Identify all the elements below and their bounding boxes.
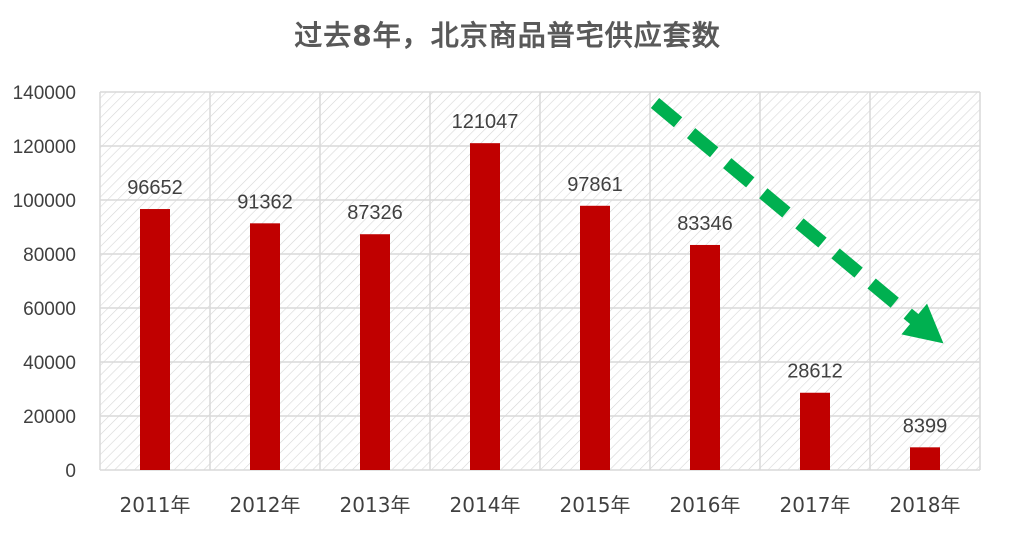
y-tick-label: 60000 [23,299,76,320]
bar [140,209,170,470]
y-tick-label: 140000 [13,83,76,104]
y-tick-label: 40000 [23,353,76,374]
x-tick-label: 2011年 [120,493,191,517]
x-tick-label: 2013年 [340,493,411,517]
trend-arrow-shaft [650,98,930,333]
bar [580,205,610,470]
data-labels: 96652 91362 87326 121047 97861 83346 28612 8399 [127,111,947,437]
bar [250,223,280,470]
data-label: 121047 [452,111,519,133]
bar [910,447,940,470]
grid-lines [99,91,981,471]
x-tick-label: 2018年 [890,493,961,517]
bar [690,244,720,470]
y-tick-label: 80000 [23,245,76,266]
data-label: 28612 [787,361,843,383]
x-tick-label: 2016年 [670,493,741,517]
bar [800,392,830,470]
y-axis: 0 20000 40000 60000 80000 100000 120000 140000 [13,83,76,482]
chart-title: 过去8年，北京商品普宅供应套数 [294,19,721,52]
trend-arrow-head [901,303,944,344]
x-tick-label: 2017年 [780,493,851,517]
data-label: 96652 [127,177,183,199]
bar [360,234,390,470]
data-label: 97861 [567,174,623,196]
data-label: 8399 [903,415,948,437]
x-tick-label: 2015年 [560,493,631,517]
bars [140,143,940,470]
y-tick-label: 20000 [23,407,76,428]
y-tick-label: 0 [65,461,76,482]
y-tick-label: 100000 [13,191,76,212]
x-axis: 2011年 2012年 2013年 2014年 2015年 2016年 2017年 2018年 [120,493,961,517]
data-label: 91362 [237,191,293,213]
data-label: 87326 [347,202,403,224]
data-label: 83346 [677,213,733,235]
x-tick-label: 2014年 [450,493,521,517]
trend-arrow [650,98,944,344]
x-tick-label: 2012年 [230,493,301,517]
y-tick-label: 120000 [13,137,76,158]
bar [470,143,500,470]
